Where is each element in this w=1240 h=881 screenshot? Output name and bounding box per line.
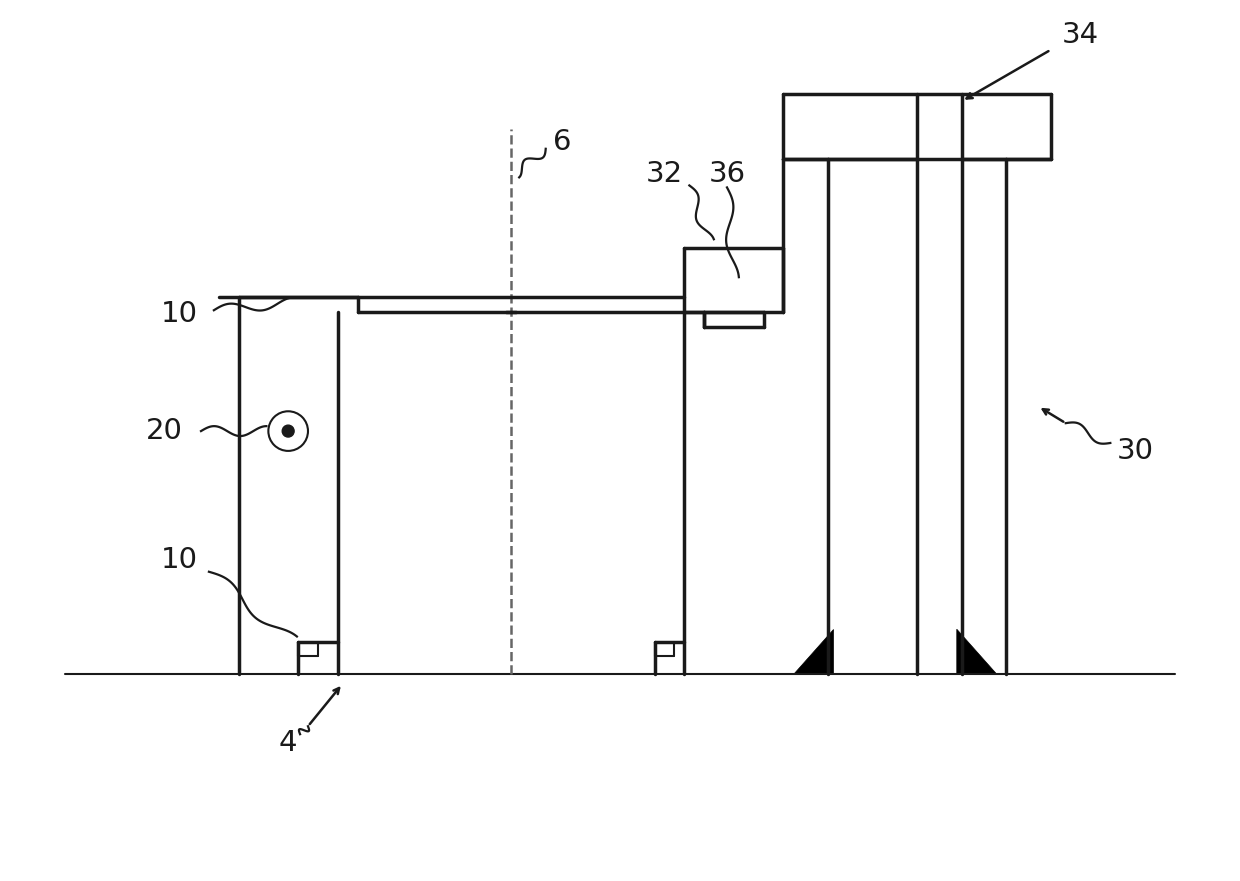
Text: 4: 4 (279, 729, 298, 757)
Text: 30: 30 (1116, 437, 1153, 465)
Text: 6: 6 (553, 128, 572, 156)
Polygon shape (794, 629, 833, 674)
Text: 32: 32 (646, 159, 683, 188)
Text: 10: 10 (161, 300, 197, 329)
Text: 10: 10 (161, 546, 197, 574)
Text: 34: 34 (1061, 21, 1099, 48)
Polygon shape (957, 629, 997, 674)
Text: 20: 20 (146, 417, 182, 445)
Text: 36: 36 (708, 159, 745, 188)
Circle shape (283, 426, 294, 437)
